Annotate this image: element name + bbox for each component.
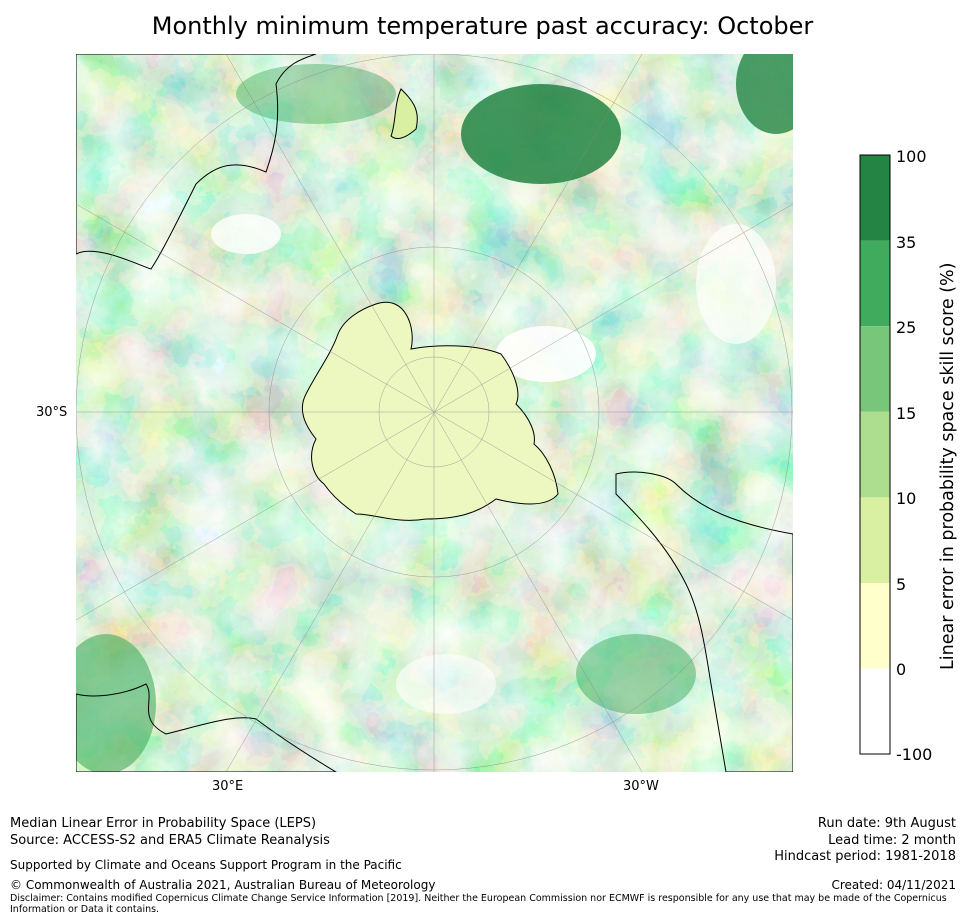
colorbar-swatch — [860, 155, 890, 241]
skill-patch — [396, 654, 496, 714]
colorbar — [859, 154, 891, 755]
run-date: Run date: 9th August — [817, 816, 956, 831]
skill-patch — [236, 64, 396, 124]
footer-source: Source: ACCESS-S2 and ERA5 Climate Reana… — [10, 833, 330, 848]
graticule — [76, 54, 793, 772]
colorbar-tick-label: 0 — [896, 660, 907, 679]
polar-skill-map — [76, 54, 793, 772]
footer-disclaimer-cont: Information or Data it contains. — [10, 904, 160, 915]
longitude-label-east: 30°E — [212, 779, 244, 794]
footer-copyright: © Commonwealth of Australia 2021, Austra… — [10, 878, 436, 892]
footer-support: Supported by Climate and Oceans Support … — [10, 858, 402, 872]
colorbar-swatch — [860, 583, 890, 669]
colorbar-title: Linear error in probability space skill … — [938, 262, 958, 671]
latitude-label: 30°S — [36, 405, 68, 420]
lead-time: Lead time: 2 month — [828, 833, 956, 848]
antarctica-outline — [301, 301, 559, 521]
footer-method: Median Linear Error in Probability Space… — [10, 816, 317, 831]
skill-patch — [461, 84, 621, 184]
skill-patch — [696, 224, 776, 344]
colorbar-swatch — [860, 497, 890, 583]
colorbar-tick-label: 25 — [896, 318, 917, 337]
colorbar-swatch — [860, 240, 890, 327]
colorbar-tick-label: 15 — [896, 404, 917, 423]
skill-patch — [496, 326, 596, 382]
skill-patch — [211, 214, 281, 254]
created-date: Created: 04/11/2021 — [831, 878, 956, 892]
colorbar-tick-label: 10 — [896, 489, 917, 508]
new-zealand-outline — [390, 88, 418, 139]
colorbar-tick-label: 5 — [896, 575, 907, 594]
colorbar-swatch — [860, 326, 890, 412]
colorbar-tick-label: -100 — [896, 745, 933, 764]
colorbar-swatch — [860, 411, 890, 498]
colorbar-swatch — [860, 668, 890, 755]
skill-patch — [576, 634, 696, 714]
footer-disclaimer: Disclaimer: Contains modified Copernicus… — [10, 893, 947, 904]
africa-outline — [76, 683, 337, 772]
colorbar-tick-label: 35 — [896, 233, 917, 252]
colorbar-frame — [859, 154, 891, 755]
longitude-label-west: 30°W — [623, 779, 659, 794]
australia-outline — [76, 54, 317, 270]
south-america-outline — [615, 471, 793, 772]
skill-patch — [76, 634, 156, 772]
map-title: Monthly minimum temperature past accurac… — [151, 12, 814, 40]
skill-patch — [736, 54, 793, 134]
hindcast-period: Hindcast period: 1981-2018 — [774, 849, 956, 864]
colorbar-tick-label: 100 — [896, 147, 927, 166]
